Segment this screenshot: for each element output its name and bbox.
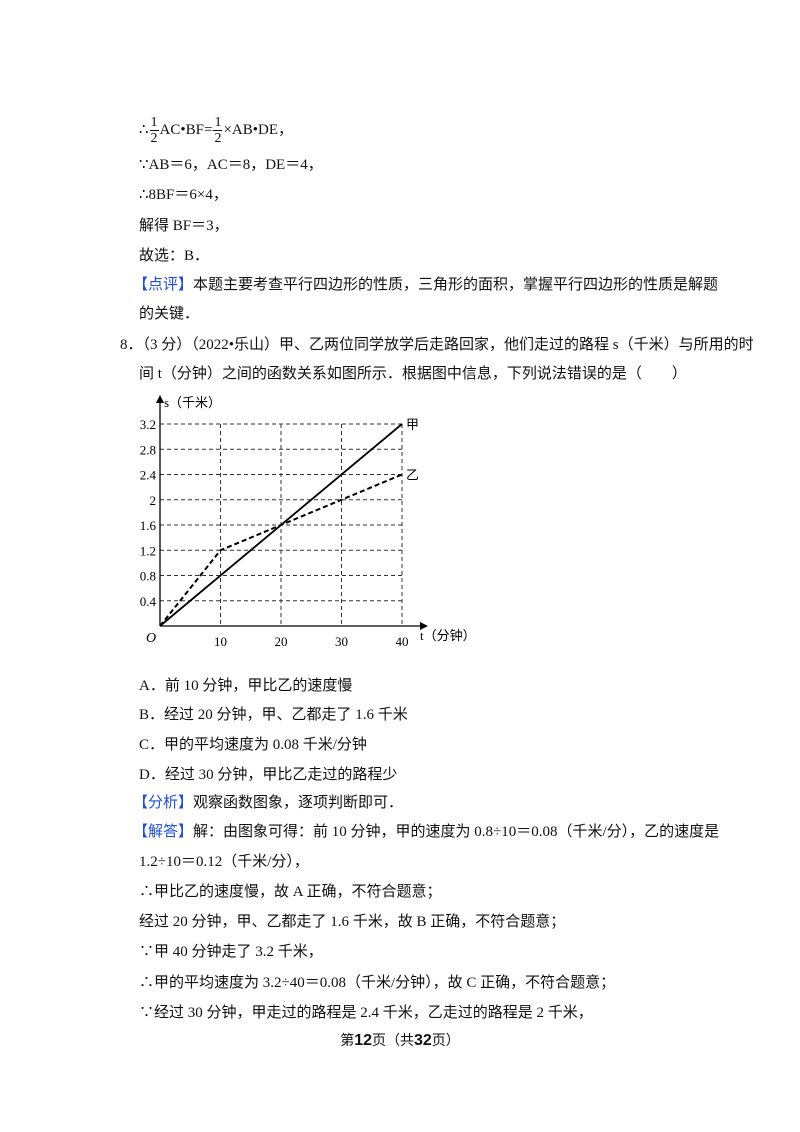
- equation-part: ×AB•DE，: [223, 121, 293, 138]
- footer-text: 页）: [431, 1034, 460, 1049]
- y-tick-label: 2.4: [140, 468, 157, 483]
- y-tick-label: 1.2: [140, 543, 156, 558]
- x-axis-label: t（分钟）: [420, 628, 476, 643]
- y-tick-label: 1.6: [140, 518, 157, 533]
- series-label: 乙: [406, 468, 419, 483]
- x-axis-arrow-icon: [420, 622, 428, 630]
- series-label: 甲: [406, 417, 419, 432]
- text-line: 解得 BF＝3，: [139, 218, 229, 234]
- y-tick-label: 0.4: [140, 594, 157, 609]
- text-line: ∴甲的平均速度为 3.2÷40＝0.08（千米/分钟），故 C 正确，不符合题意…: [139, 975, 616, 991]
- distance-time-chart: 10 20 30 40 0.4 0.8 1.2 1.6 2 2.4 2.8 3.2 s（千米） t（分钟）…: [140, 395, 476, 649]
- x-tick-label: 20: [275, 634, 288, 649]
- y-tick-label: 3.2: [140, 417, 156, 432]
- y-tick-label: 0.8: [140, 569, 156, 584]
- text-line: 1.2÷10＝0.12（千米/分），: [139, 854, 309, 870]
- numerator: 1: [213, 115, 223, 131]
- question-line: 间 t（分钟）之间的函数关系如图所示．根据图中信息，下列说法错误的是（ ）: [139, 366, 687, 382]
- review-line: 【点评】本题主要考查平行四边形的性质，三角形的面积，掌握平行四边形的性质是解题: [133, 275, 718, 295]
- option-b: B．经过 20 分钟，甲、乙都走了 1.6 千米: [139, 707, 408, 723]
- text-line: 经过 20 分钟，甲、乙都走了 1.6 千米，故 B 正确，不符合题意；: [139, 914, 566, 930]
- origin-label: O: [146, 631, 156, 646]
- y-axis-arrow-icon: [156, 395, 164, 403]
- analysis-tag: 【分析】: [133, 795, 194, 811]
- series-line-2: [159, 473, 403, 627]
- text-line: ∴8BF＝6×4，: [139, 187, 228, 203]
- y-tick-label: 2.8: [140, 442, 156, 457]
- option-d: D．经过 30 分钟，甲比乙走过的路程少: [139, 767, 398, 783]
- therefore-symbol: ∴: [139, 121, 149, 138]
- answer-line: 【解答】解：由图象可得：前 10 分钟，甲的速度为 0.8÷10＝0.08（千米…: [133, 822, 719, 842]
- analysis-line: 【分析】观察函数图象，逐项判断即可．: [133, 793, 403, 813]
- review-text: 本题主要考查平行四边形的性质，三角形的面积，掌握平行四边形的性质是解题: [193, 277, 719, 293]
- x-tick-label: 30: [335, 634, 348, 649]
- analysis-text: 观察函数图象，逐项判断即可．: [193, 795, 404, 811]
- page-footer: 第12页（共32页）: [0, 1030, 800, 1050]
- denominator: 2: [214, 131, 222, 146]
- denominator: 2: [150, 131, 158, 146]
- text-line: ∵甲 40 分钟走了 3.2 千米，: [139, 944, 323, 960]
- y-tick-label: 2: [150, 493, 157, 508]
- page-number: 12: [354, 1032, 372, 1049]
- equation-part: AC•BF=: [159, 121, 213, 138]
- question-text: （3 分）（2022•乐山）甲、乙两位同学放学后走路回家，他们走过的路程 s（千…: [142, 337, 754, 353]
- answer-text: 解：由图象可得：前 10 分钟，甲的速度为 0.8÷10＝0.08（千米/分），…: [193, 824, 720, 840]
- total-pages: 32: [414, 1032, 432, 1049]
- text-line: ∵经过 30 分钟，甲走过的路程是 2.4 千米，乙走过的路程是 2 千米，: [139, 1005, 593, 1021]
- text-line: ∴甲比乙的速度慢，故 A 正确，不符合题意；: [139, 884, 442, 900]
- text-line: 故选：B．: [139, 248, 210, 264]
- x-tick-label: 40: [396, 634, 409, 649]
- x-tick-label: 10: [214, 634, 227, 649]
- question-line: 8．（3 分）（2022•乐山）甲、乙两位同学放学后走路回家，他们走过的路程 s…: [120, 335, 754, 355]
- option-c: C．甲的平均速度为 0.08 千米/分钟: [139, 737, 367, 753]
- footer-text: 第: [340, 1034, 355, 1049]
- text-line: ∵AB＝6，AC＝8，DE＝4，: [139, 157, 323, 173]
- option-a: A．前 10 分钟，甲比乙的速度慢: [139, 678, 353, 694]
- answer-tag: 【解答】: [133, 824, 194, 840]
- review-tag: 【点评】: [133, 277, 194, 293]
- question-number: 8．: [120, 337, 143, 353]
- y-axis-label: s（千米）: [164, 395, 221, 410]
- text-line: 的关键．: [139, 306, 200, 322]
- footer-text: 页（共: [372, 1034, 414, 1049]
- fraction-equation: ∴ 1 2 AC•BF= 1 2 ×AB•DE，: [139, 115, 293, 146]
- numerator: 1: [149, 115, 159, 131]
